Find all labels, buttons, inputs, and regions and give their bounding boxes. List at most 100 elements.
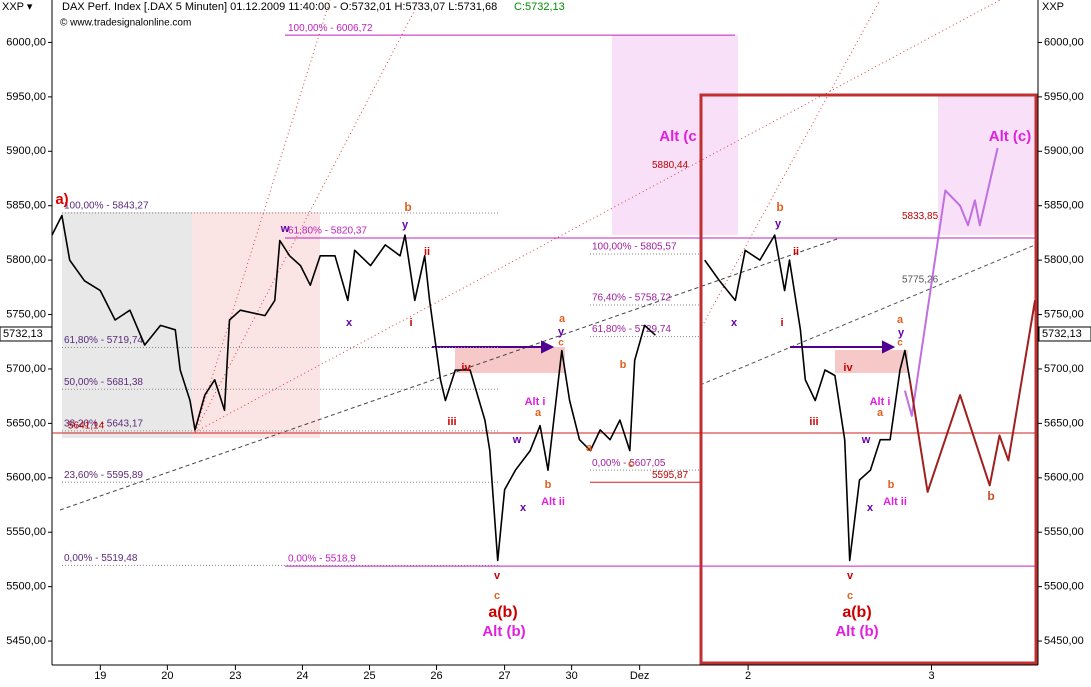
wave-label: a(b): [842, 604, 871, 621]
symbol: XXP ▾: [2, 1, 33, 13]
wave-label: c: [897, 338, 903, 349]
wave-label: a: [535, 407, 542, 419]
arrow-head: [882, 340, 896, 354]
wave-label: i: [409, 317, 412, 329]
wave-label: x: [346, 317, 353, 329]
y-tick-label: 5450,00: [1044, 635, 1084, 647]
chart-info: DAX Perf. Index [.DAX 5 Minuten] 01.12.2…: [62, 1, 497, 13]
wave-label: Alt (c): [989, 128, 1032, 145]
level-label: 76,40% - 5758,72: [592, 293, 671, 304]
level-label: 0,00% - 5519,48: [64, 553, 138, 564]
level-label: 61,80% - 5719,74: [64, 335, 143, 346]
level-label: 5775,26: [902, 275, 939, 286]
wave-label: c: [558, 338, 564, 349]
last-price-label: 5732,13: [1042, 328, 1082, 340]
wave-label: a: [559, 313, 566, 325]
y-tick-label: 5450,00: [6, 635, 46, 647]
wave-label: iii: [447, 416, 456, 428]
shade-red: [455, 347, 565, 373]
y-tick-label: 5650,00: [6, 417, 46, 429]
wave-label: Alt (b): [482, 623, 525, 640]
trend-line: [699, 244, 1036, 386]
wave-label: i: [780, 317, 783, 329]
level-label: 0,00% - 5518,9: [288, 554, 356, 565]
level-label: 0,00% - 5607,05: [592, 458, 666, 469]
wave-label: Alt i: [870, 396, 891, 408]
level-label: 61,80% - 5820,37: [288, 226, 367, 237]
wave-label: a: [877, 407, 884, 419]
wave-label: b: [404, 200, 411, 214]
y-tick-label: 5550,00: [1044, 526, 1084, 538]
x-tick-label: 2: [745, 670, 751, 682]
wave-label: y: [558, 326, 565, 338]
wave-label: v: [494, 570, 501, 582]
level-label: 5595,87: [652, 470, 689, 481]
level-label: 61,80% - 5729,74: [592, 324, 671, 335]
y-tick-label: 5700,00: [6, 363, 46, 375]
highlight-box: [699, 93, 1038, 665]
wave-label: v: [847, 570, 854, 582]
wave-label: iii: [809, 416, 818, 428]
wave-label: b: [888, 479, 895, 491]
y-tick-label: 6000,00: [1044, 36, 1084, 48]
wave-label: ii: [793, 246, 799, 258]
x-tick-label: 26: [430, 670, 442, 682]
shade-magenta: [938, 95, 1035, 235]
last-price-box: [1038, 326, 1091, 342]
wave-label: a): [55, 191, 68, 208]
wave-label: b: [545, 479, 552, 491]
wave-label: y: [402, 219, 409, 231]
wave-label: y: [775, 218, 782, 230]
y-tick-label: 5950,00: [6, 91, 46, 103]
y-tick-label: 5800,00: [1044, 254, 1084, 266]
y-tick-label: 5500,00: [1044, 581, 1084, 593]
wave-label: Alt i: [525, 396, 546, 408]
y-tick-label: 5600,00: [1044, 472, 1084, 484]
y-tick-label: 5600,00: [6, 472, 46, 484]
wave-label: Alt (c: [659, 128, 697, 145]
wave-label: w: [512, 434, 522, 446]
level-label: 23,60% - 5595,89: [64, 470, 143, 481]
copyright: © www.tradesignalonline.com: [60, 18, 191, 29]
wave-label: iv: [843, 362, 853, 374]
y-tick-label: 5900,00: [6, 145, 46, 157]
x-tick-label: 20: [161, 670, 173, 682]
shade-pink: [192, 212, 320, 438]
wave-label: c: [628, 458, 634, 470]
price-line: [908, 300, 1036, 493]
x-tick-label: 19: [94, 670, 106, 682]
arrow-head: [541, 340, 555, 354]
y-tick-label: 5850,00: [6, 200, 46, 212]
wave-label: c: [847, 590, 853, 602]
level-label: 50,00% - 5681,38: [64, 377, 143, 388]
y-tick-label: 5850,00: [1044, 200, 1084, 212]
y-tick-label: 6000,00: [6, 36, 46, 48]
wave-label: Alt ii: [541, 496, 565, 508]
wave-label: x: [731, 317, 738, 329]
symbol-right: XXP: [1042, 1, 1064, 13]
shade-red: [835, 350, 908, 373]
close: C:5732,13: [514, 1, 565, 13]
wave-label: Alt ii: [883, 496, 907, 508]
y-tick-label: 5700,00: [1044, 363, 1084, 375]
y-tick-label: 5550,00: [6, 526, 46, 538]
wave-label: w: [280, 223, 290, 235]
level-label: 100,00% - 6006,72: [288, 23, 373, 34]
wave-label: ii: [424, 246, 430, 258]
trend-line: [59, 237, 841, 511]
x-tick-label: 3: [928, 670, 934, 682]
shade-gray: [62, 212, 192, 438]
x-tick-label: 25: [363, 670, 375, 682]
wave-label: b: [776, 200, 783, 214]
wave-label: c: [494, 590, 500, 602]
x-tick-label: Dez: [630, 670, 650, 682]
level-label: 100,00% - 5805,57: [592, 242, 677, 253]
shade-magenta: [612, 35, 738, 235]
wave-label: Alt (b): [835, 623, 878, 640]
wave-label: b: [620, 359, 627, 371]
level-label: 5880,44: [652, 160, 689, 171]
wave-label: iv: [461, 362, 471, 374]
fan-line: [194, 0, 1001, 433]
